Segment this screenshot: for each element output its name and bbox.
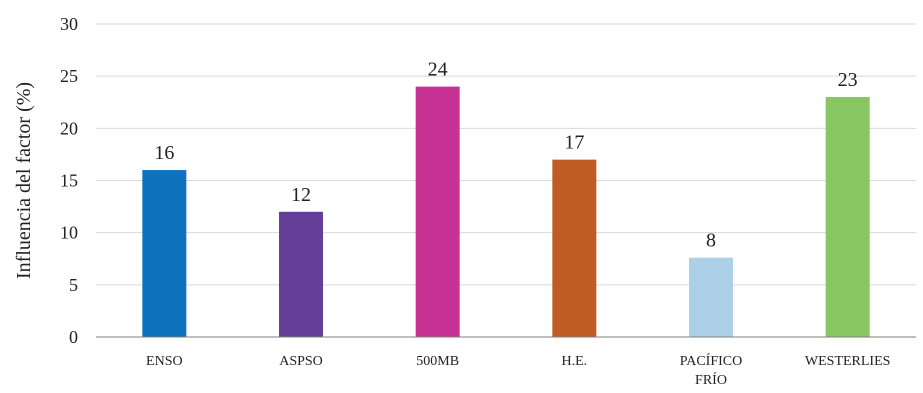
bar: [142, 170, 187, 337]
bar: [689, 257, 733, 337]
data-label: 23: [838, 69, 858, 91]
bar: [415, 86, 460, 337]
y-tick-label: 10: [60, 223, 78, 243]
category-label: PACÍFICO FRÍO: [680, 352, 743, 388]
y-axis-title: Influencia del factor (%): [13, 82, 35, 279]
y-tick-label: 20: [60, 118, 78, 138]
data-labels: 16 12 24 17 8 23: [154, 59, 857, 252]
y-axis-ticks: 0 5 10 15 20 25 30: [60, 14, 78, 347]
category-label: 500MB: [416, 354, 459, 369]
bar: [279, 211, 323, 337]
y-tick-label: 0: [69, 327, 78, 347]
data-label: 16: [154, 142, 174, 164]
data-label: 17: [564, 132, 584, 154]
y-tick-label: 15: [60, 171, 78, 191]
y-tick-label: 30: [60, 14, 78, 34]
category-label: ENSO: [146, 354, 183, 369]
y-tick-label: 25: [60, 66, 78, 86]
category-labels: ENSO ASPSO 500MB H.E. PACÍFICO FRÍO WESTERLIES: [146, 352, 890, 388]
bar: [825, 97, 870, 338]
data-label: 12: [291, 184, 311, 206]
bar: [552, 159, 597, 337]
gridlines: [96, 23, 916, 286]
category-label: H.E.: [561, 354, 587, 369]
bars: [142, 86, 870, 338]
data-label: 24: [428, 59, 448, 81]
y-tick-label: 5: [69, 275, 78, 295]
data-label: 8: [706, 230, 716, 252]
category-label: ASPSO: [279, 354, 323, 369]
category-label: WESTERLIES: [805, 354, 891, 369]
